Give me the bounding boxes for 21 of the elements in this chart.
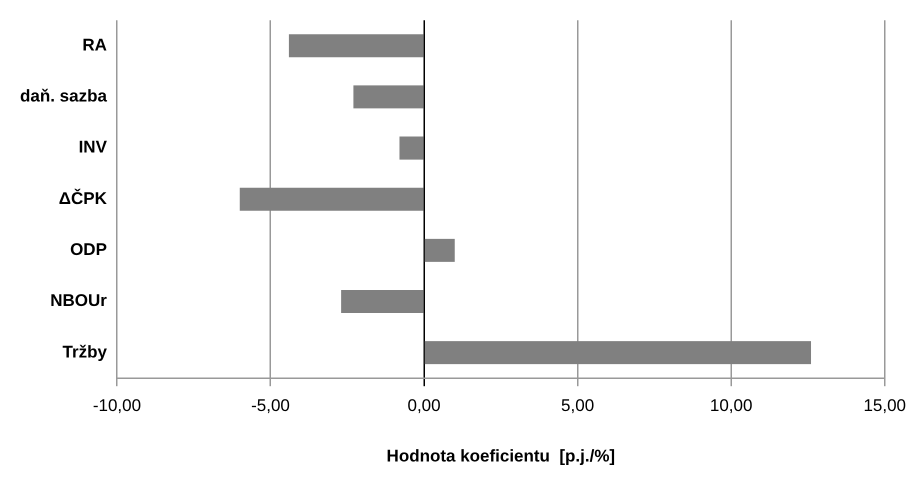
x-tick-label: -10,00 bbox=[92, 396, 142, 416]
bar bbox=[353, 85, 424, 108]
bar bbox=[288, 34, 424, 58]
bar bbox=[424, 238, 455, 262]
y-tick-label: ODP bbox=[70, 240, 107, 260]
y-tick-label: INV bbox=[78, 138, 108, 157]
bar bbox=[399, 136, 424, 160]
y-tick-label: NBOUr bbox=[50, 291, 108, 310]
x-tick-label: 10,00 bbox=[710, 396, 752, 416]
y-tick-label: ΔČPK bbox=[58, 188, 108, 208]
x-tick-label: 15,00 bbox=[863, 396, 906, 416]
y-tick-label: RA bbox=[82, 35, 107, 54]
bar bbox=[424, 341, 812, 364]
y-tick-label: Tržby bbox=[62, 342, 108, 362]
x-tick-label: 0,00 bbox=[407, 396, 441, 416]
x-axis-title: Hodnota koeficientu [p.j./%] bbox=[386, 446, 616, 466]
x-tick-label: -5,00 bbox=[251, 396, 290, 416]
bar bbox=[341, 290, 424, 313]
bar bbox=[240, 188, 424, 211]
y-tick-label: daň. sazba bbox=[20, 86, 108, 106]
x-tick-label: 5,00 bbox=[561, 396, 594, 416]
